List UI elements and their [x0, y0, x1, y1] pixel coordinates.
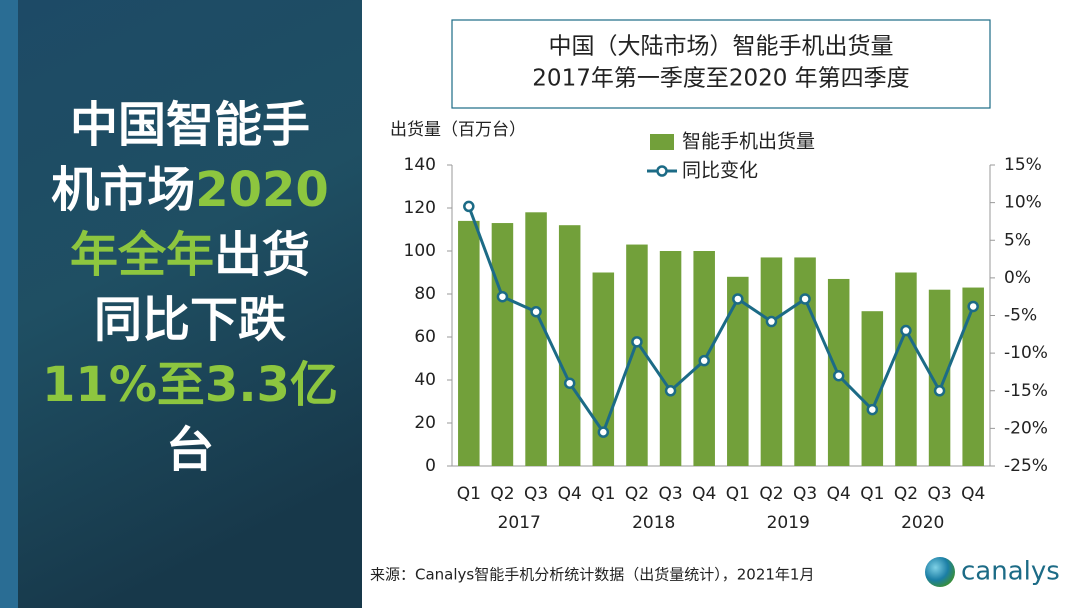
y-tick-label: 80: [414, 284, 436, 304]
headline-line: 台: [166, 422, 214, 478]
headline-line: 机市场2020: [51, 162, 329, 218]
x-group-label: 2020: [901, 513, 944, 533]
headline-line: 年全年出货: [70, 227, 310, 283]
x-tick-label: Q4: [961, 484, 985, 504]
x-tick-label: Q4: [692, 484, 716, 504]
x-tick-label: Q3: [927, 484, 951, 504]
x-tick-label: Q1: [726, 484, 750, 504]
legend-marker: [656, 165, 668, 177]
line-marker: [597, 426, 610, 438]
x-group-label: 2017: [498, 513, 541, 533]
x-tick-label: Q2: [759, 484, 783, 504]
x-tick-label: Q1: [860, 484, 884, 504]
line-marker: [900, 324, 912, 337]
bar: [491, 223, 514, 466]
y-axis-label: 出货量（百万台）: [390, 120, 526, 140]
headline-segment: 台: [166, 422, 214, 478]
y-tick-label: 140: [404, 155, 436, 175]
legend-label: 同比变化: [682, 160, 758, 182]
chart-subtitle: 2017年第一季度至2020 年第四季度: [532, 66, 909, 92]
line-marker: [765, 315, 778, 328]
y2-tick-label: 0%: [1004, 268, 1031, 288]
y2-tick-label: 15%: [1004, 155, 1042, 175]
legend-swatch: [650, 134, 674, 150]
bar: [760, 257, 783, 466]
headline-segment: 出货: [214, 227, 310, 283]
line-marker: [563, 377, 576, 389]
x-tick-label: Q1: [591, 484, 615, 504]
logo-text: canalys: [961, 557, 1060, 587]
line-marker: [463, 200, 475, 213]
line-marker: [698, 354, 710, 367]
bar: [962, 287, 984, 466]
y2-tick-label: -10%: [1004, 343, 1048, 363]
line-marker: [799, 293, 811, 305]
line-marker: [664, 385, 677, 397]
chart-title: 中国（大陆市场）智能手机出货量: [549, 34, 894, 60]
legend-label: 智能手机出货量: [682, 131, 815, 153]
y-tick-label: 40: [414, 370, 436, 390]
line-marker: [496, 290, 509, 303]
y2-tick-label: -25%: [1004, 456, 1048, 476]
y2-tick-label: -15%: [1004, 381, 1048, 401]
line-marker: [933, 385, 946, 397]
bar: [794, 257, 816, 466]
y-tick-label: 20: [414, 413, 436, 433]
line-marker: [631, 336, 643, 348]
x-tick-label: Q3: [793, 484, 817, 504]
bar: [626, 244, 648, 466]
x-group-label: 2018: [632, 513, 675, 533]
y-tick-label: 60: [414, 327, 436, 347]
source: 来源：Canalys智能手机分析统计数据（出货量统计），2021年1月: [370, 566, 814, 584]
bar: [928, 289, 951, 466]
bar: [861, 311, 884, 466]
bar: [458, 220, 480, 466]
bar: [659, 251, 682, 466]
line-marker: [967, 300, 979, 313]
y-tick-label: 0: [425, 456, 436, 476]
headline-segment: 机市场: [51, 162, 195, 218]
x-tick-label: Q1: [457, 484, 481, 504]
bar: [525, 212, 547, 466]
line-marker: [530, 305, 542, 318]
y-tick-label: 120: [404, 198, 436, 218]
y2-tick-label: -5%: [1004, 306, 1037, 326]
line-marker: [732, 293, 744, 305]
line-marker: [832, 369, 845, 382]
line-marker: [866, 403, 879, 416]
headline-segment: 中国智能手: [70, 97, 310, 153]
headline-line: 中国智能手: [70, 97, 310, 153]
line: [467, 205, 975, 436]
x-tick-label: Q2: [490, 484, 514, 504]
left-strip: [0, 0, 18, 608]
headline-segment: 2020: [195, 162, 329, 218]
x-tick-label: Q2: [625, 484, 649, 504]
x-group-label: 2019: [767, 513, 810, 533]
bar: [727, 276, 749, 466]
headline-line: 同比下跌: [94, 292, 286, 348]
headline-segment: 年全年: [70, 227, 214, 283]
headline-segment: 同比下跌: [94, 292, 286, 348]
y-tick-label: 100: [404, 241, 436, 261]
headline-line: 11%至3.3亿: [42, 357, 338, 413]
x-tick-label: Q3: [658, 484, 682, 504]
y2-tick-label: -20%: [1004, 418, 1048, 438]
y2-tick-label: 5%: [1004, 230, 1031, 250]
bar: [558, 225, 581, 466]
bar: [895, 272, 917, 466]
y2-tick-label: 10%: [1004, 193, 1042, 213]
x-tick-label: Q3: [524, 484, 548, 504]
x-tick-label: Q4: [558, 484, 582, 504]
title-box: [451, 19, 991, 109]
x-tick-label: Q4: [827, 484, 851, 504]
logo-icon: [925, 557, 955, 587]
headline-segment: 11%至3.3亿: [42, 357, 338, 413]
left-panel: [0, 0, 362, 608]
x-tick-label: Q2: [894, 484, 918, 504]
